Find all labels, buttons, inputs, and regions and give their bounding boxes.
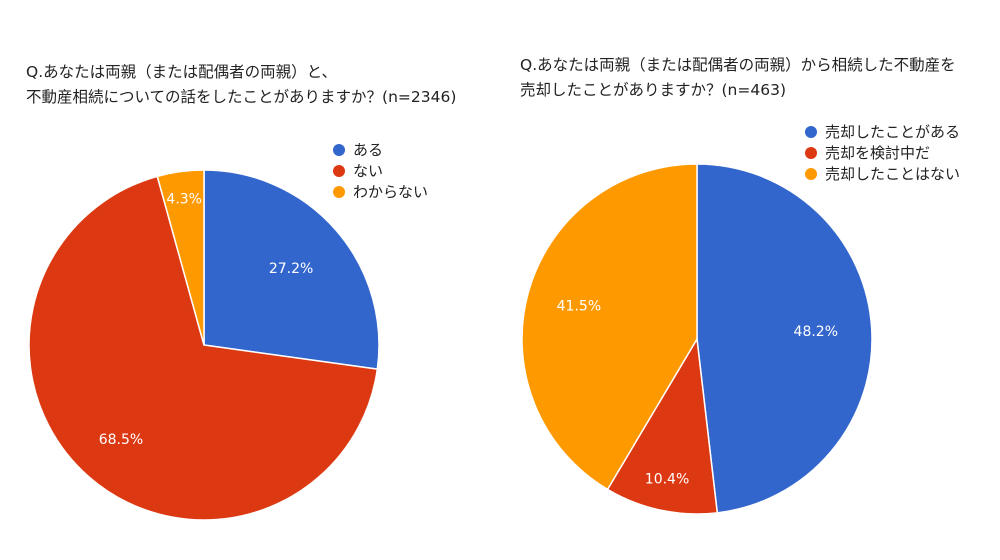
- chart-panel-right: Q.あなたは両親（または配偶者の両親）から相続した不動産を 売却したことがありま…: [500, 0, 1000, 560]
- legend-item[interactable]: 売却したことがある: [805, 121, 960, 142]
- chart-title-line-2: 不動産相続についての話をしたことがありますか？(n=2346): [26, 88, 457, 106]
- chart-panel-left: Q.あなたは両親（または配偶者の両親）と、 不動産相続についての話をしたことがあ…: [26, 60, 456, 521]
- legend-swatch-0: [805, 125, 817, 138]
- legend-label: 売却を検討中だ: [825, 144, 931, 162]
- legend-item[interactable]: わからない: [333, 181, 428, 202]
- chart-title: Q.あなたは両親（または配偶者の両親）と、 不動産相続についての話をしたことがあ…: [26, 60, 456, 110]
- chart-title: Q.あなたは両親（または配偶者の両親）から相続した不動産を 売却したことがありま…: [520, 53, 956, 103]
- legend-label: 売却したことはない: [825, 165, 961, 183]
- slice-value-label: 10.4%: [645, 471, 689, 487]
- chart-title-line-1: Q.あなたは両親（または配偶者の両親）と、: [26, 63, 338, 81]
- legend-swatch-1: [333, 164, 345, 177]
- pie-slice-2[interactable]: [156, 169, 205, 346]
- legend-swatch-2: [805, 167, 817, 180]
- slice-value-label: 27.2%: [269, 261, 313, 277]
- legend-swatch-2: [333, 185, 345, 198]
- chart-legend: ある ない わからない: [333, 139, 428, 202]
- legend-swatch-0: [333, 143, 345, 156]
- slice-value-label: 48.2%: [794, 324, 838, 340]
- legend-label: 売却したことがある: [825, 123, 961, 141]
- chart-title-line-1: Q.あなたは両親（または配偶者の両親）から相続した不動産を: [520, 56, 956, 74]
- pie-slice-1[interactable]: [28, 175, 379, 521]
- legend-label: ない: [353, 162, 384, 180]
- pie-slice-0[interactable]: [203, 169, 380, 370]
- chart-title-line-2: 売却したことがありますか？(n=463): [520, 81, 786, 99]
- pie-slice-2[interactable]: [521, 163, 698, 491]
- pie-slice-1[interactable]: [606, 336, 719, 515]
- slice-value-label: 41.5%: [557, 299, 601, 315]
- legend-item[interactable]: 売却を検討中だ: [805, 142, 960, 163]
- legend-item[interactable]: 売却したことはない: [805, 163, 960, 184]
- pie-chart: 27.2% 68.5% 4.3%: [28, 169, 380, 521]
- slice-value-label: 4.3%: [166, 191, 202, 207]
- legend-label: ある: [353, 141, 384, 159]
- chart-legend: 売却したことがある 売却を検討中だ 売却したことはない: [805, 121, 960, 184]
- slice-value-label: 68.5%: [99, 432, 143, 448]
- legend-item[interactable]: ない: [333, 160, 428, 181]
- pie-chart: 48.2% 10.4% 41.5%: [521, 163, 873, 515]
- legend-swatch-1: [805, 146, 817, 159]
- legend-item[interactable]: ある: [333, 139, 428, 160]
- pie-slice-0[interactable]: [696, 163, 873, 514]
- legend-label: わからない: [353, 183, 429, 201]
